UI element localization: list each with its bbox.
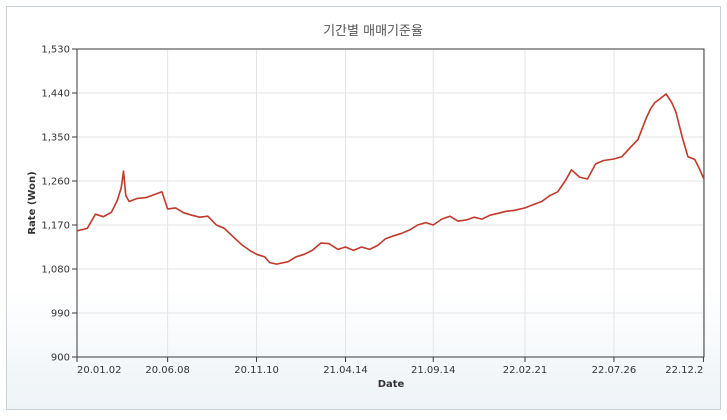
grid — [76, 48, 704, 358]
y-tick-label: 1,530 — [41, 45, 70, 56]
line-chart: 기간별 매매기준율 900 990 1,080 1,170 1,260 1,350 1,44… — [27, 24, 705, 390]
x-tick-label: 22.07.26 — [592, 365, 637, 376]
y-tick-label: 900 — [51, 353, 70, 364]
x-tick-label: 21.09.14 — [411, 365, 456, 376]
y-tick-label: 990 — [51, 309, 70, 320]
y-tick-label: 1,260 — [41, 177, 70, 188]
exchange-rate-line — [76, 93, 705, 265]
y-tick-label: 1,080 — [41, 265, 70, 276]
x-tick-label: 20.11.10 — [234, 365, 279, 376]
y-tick-label: 1,440 — [41, 89, 70, 100]
x-tick-label: 20.06.08 — [145, 365, 190, 376]
y-tick-label: 1,170 — [41, 221, 70, 232]
y-axis-title: Rate (Won) — [27, 171, 38, 234]
y-tick-label: 1,350 — [41, 133, 70, 144]
x-tick-label: 22.12.2 — [665, 365, 703, 376]
x-tick-label: 21.04.14 — [323, 365, 368, 376]
plot-area — [76, 48, 705, 358]
x-tick-label: 20.01.02 — [77, 365, 122, 376]
x-axis-title: Date — [378, 379, 405, 390]
chart-title: 기간별 매매기준율 — [323, 24, 423, 39]
x-axis: 20.01.02 20.06.08 20.11.10 21.04.14 21.09.14… — [76, 357, 704, 376]
chart-panel: 기간별 매매기준율 900 990 1,080 1,170 1,260 1,350 1,44… — [6, 6, 721, 410]
y-axis: 900 990 1,080 1,170 1,260 1,350 1,440 1,530 — [41, 45, 77, 364]
x-tick-label: 22.02.21 — [503, 365, 548, 376]
